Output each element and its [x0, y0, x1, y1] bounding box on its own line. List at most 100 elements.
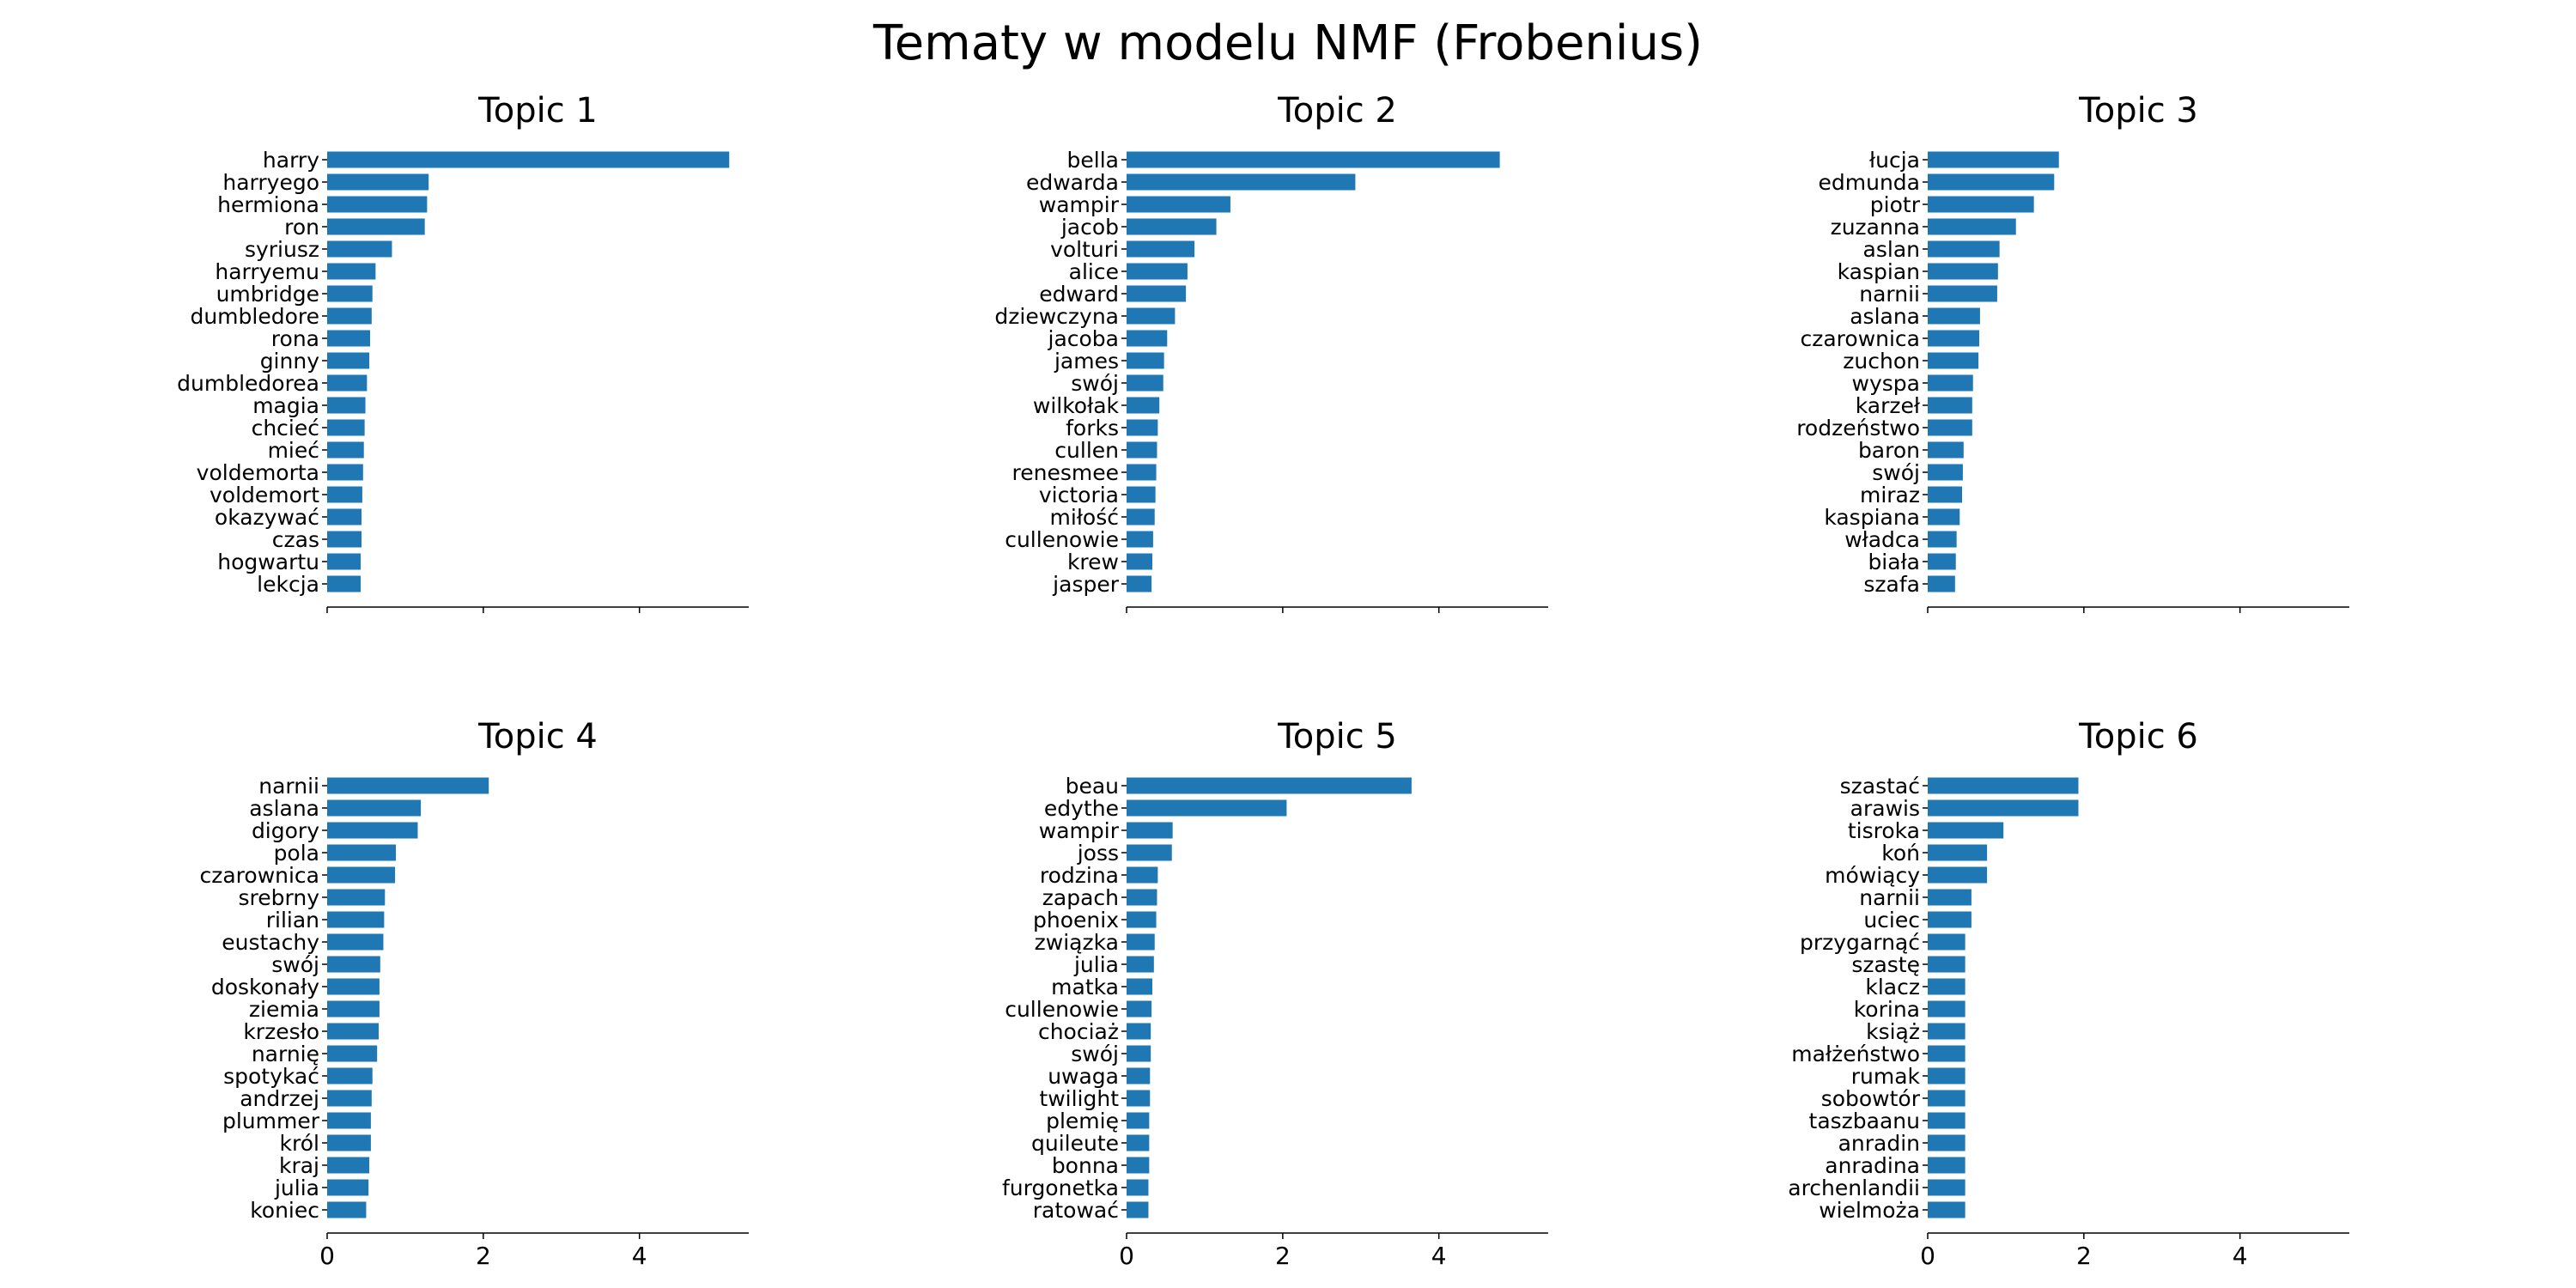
bar — [327, 866, 396, 884]
category-label: koniec — [250, 1198, 319, 1223]
category-label: mówiący — [1825, 863, 1920, 888]
bar — [327, 531, 362, 548]
category-label: zuzanna — [1831, 215, 1920, 240]
bar — [1928, 1000, 1965, 1018]
category-label: volturi — [1050, 237, 1119, 262]
bar — [327, 1179, 369, 1196]
panel-title: Topic 1 — [477, 91, 598, 131]
bar — [1928, 1045, 1965, 1062]
category-label: dziewczyna — [994, 304, 1119, 329]
bar — [1928, 889, 1971, 906]
bar — [1928, 374, 1973, 392]
bar — [1928, 1134, 1965, 1151]
category-label: eustachy — [222, 930, 319, 955]
bar — [327, 844, 397, 861]
category-label: beau — [1066, 774, 1119, 799]
bar — [1127, 508, 1155, 526]
bar — [1127, 330, 1168, 347]
category-label: aslana — [249, 796, 319, 821]
bar — [1928, 1201, 1965, 1218]
category-label: spotykać — [223, 1064, 319, 1089]
bar — [1928, 1112, 1965, 1129]
bar — [327, 575, 361, 592]
bar — [1127, 1023, 1151, 1040]
category-label: krew — [1067, 550, 1119, 574]
category-label: szastać — [1840, 774, 1920, 799]
category-label: aslana — [1850, 304, 1920, 329]
panel-title: Topic 2 — [1277, 91, 1397, 131]
bar — [327, 464, 363, 481]
bar — [1127, 307, 1176, 325]
bar — [1127, 822, 1173, 839]
category-label: koń — [1881, 841, 1920, 866]
category-label: swój — [271, 952, 319, 977]
category-label: wielmoża — [1819, 1198, 1920, 1223]
category-label: hogwartu — [217, 550, 319, 574]
bar — [327, 553, 361, 570]
bar — [1928, 397, 1972, 414]
bar — [1127, 486, 1156, 503]
category-label: czas — [272, 527, 319, 552]
category-label: bella — [1067, 148, 1119, 173]
bar — [1127, 1179, 1149, 1196]
bar — [1928, 575, 1955, 592]
x-tick-label: 4 — [632, 1242, 647, 1270]
category-label: miraz — [1860, 483, 1920, 507]
bar — [327, 285, 373, 302]
bar — [1928, 531, 1957, 548]
bar — [1928, 352, 1979, 369]
bar — [1127, 531, 1153, 548]
category-label: król — [280, 1131, 319, 1156]
bar — [327, 822, 418, 839]
bar — [1127, 196, 1230, 213]
category-label: doskonały — [211, 975, 319, 999]
category-label: magia — [252, 393, 319, 418]
category-label: harry — [263, 148, 319, 173]
bar — [1928, 1179, 1965, 1196]
category-label: zapach — [1042, 885, 1119, 910]
bar — [327, 263, 376, 280]
category-label: renesmee — [1012, 460, 1119, 485]
bar — [1928, 307, 1980, 325]
category-label: james — [1054, 349, 1119, 374]
bar — [1127, 799, 1287, 817]
bar — [1127, 1134, 1150, 1151]
category-label: dumbledorea — [177, 371, 319, 396]
bar — [1928, 196, 2034, 213]
bar — [1127, 933, 1155, 951]
bar — [327, 933, 384, 951]
category-label: czarownica — [199, 863, 319, 888]
category-label: plummer — [222, 1109, 320, 1133]
bar — [1928, 1023, 1965, 1040]
category-label: uwaga — [1048, 1064, 1119, 1089]
bar — [327, 1023, 380, 1040]
bar — [327, 397, 366, 414]
category-label: edmunda — [1819, 170, 1920, 195]
category-label: sobowtór — [1821, 1086, 1921, 1111]
category-label: cullenowie — [1005, 997, 1119, 1022]
bar — [1928, 1090, 1965, 1107]
bar — [1928, 263, 1998, 280]
bar — [1127, 352, 1164, 369]
bar — [327, 1090, 372, 1107]
bar — [1928, 285, 1997, 302]
category-label: uciec — [1863, 908, 1920, 933]
bar — [1127, 374, 1163, 392]
category-label: narnii — [1859, 885, 1920, 910]
bar — [1928, 441, 1964, 459]
bar — [327, 352, 370, 369]
category-label: kaspian — [1838, 259, 1920, 284]
category-label: arawis — [1850, 796, 1920, 821]
bar — [327, 330, 371, 347]
category-label: kraj — [279, 1153, 319, 1178]
category-label: wyspa — [1852, 371, 1920, 396]
bar — [1127, 151, 1500, 168]
category-label: taszbaanu — [1809, 1109, 1920, 1133]
bar — [1127, 1045, 1151, 1062]
bar — [327, 1134, 371, 1151]
category-label: swój — [1872, 460, 1920, 485]
bar — [1127, 553, 1153, 570]
bar — [1127, 285, 1187, 302]
figure-title: Tematy w modelu NMF (Frobenius) — [873, 15, 1703, 71]
category-label: julia — [274, 1176, 319, 1200]
